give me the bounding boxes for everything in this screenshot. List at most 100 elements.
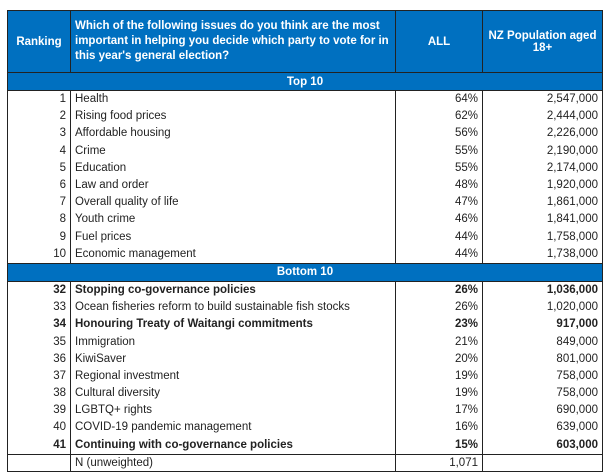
rank-cell: 2 <box>7 108 71 126</box>
table-row: 9 Fuel prices 44% 1,758,000 <box>7 228 603 246</box>
table-row: 1 Health 64% 2,547,000 <box>7 90 603 109</box>
issue-cell: Regional investment <box>70 367 396 385</box>
table-row: 39 LGBTQ+ rights 17% 690,000 <box>7 402 603 420</box>
issue-cell: Law and order <box>70 176 396 195</box>
table-row: 4 Crime 55% 2,190,000 <box>7 142 603 160</box>
issue-cell: Crime <box>70 142 396 160</box>
issue-cell: Overall quality of life <box>70 194 396 212</box>
sample-size-value: 1,071 <box>395 453 483 472</box>
section-header-row: Top 10 <box>7 72 603 91</box>
population-cell: 801,000 <box>482 350 603 368</box>
all-percent-cell: 19% <box>395 385 483 403</box>
all-header: ALL <box>395 10 483 73</box>
issue-cell: Rising food prices <box>70 108 396 126</box>
sample-size-label: N (unweighted) <box>70 453 396 472</box>
issue-cell: Honouring Treaty of Waitangi commitments <box>70 316 396 334</box>
issue-cell: Stopping co-governance policies <box>70 281 396 300</box>
population-cell: 639,000 <box>482 419 603 437</box>
rank-cell: 38 <box>7 385 71 403</box>
rank-cell: 5 <box>7 159 71 177</box>
population-cell: 917,000 <box>482 316 603 334</box>
all-percent-cell: 21% <box>395 333 483 351</box>
rank-cell: 7 <box>7 194 71 212</box>
table-row: 32 Stopping co-governance policies 26% 1,03… <box>7 281 603 300</box>
population-cell: 1,020,000 <box>482 299 603 317</box>
section-title: Bottom 10 <box>7 262 603 282</box>
all-percent-cell: 16% <box>395 419 483 437</box>
all-percent-cell: 26% <box>395 299 483 317</box>
all-percent-cell: 23% <box>395 316 483 334</box>
population-cell: 2,444,000 <box>482 108 603 126</box>
empty-cell <box>482 453 603 472</box>
all-percent-cell: 56% <box>395 125 483 143</box>
rank-cell: 32 <box>7 281 71 300</box>
rank-cell: 10 <box>7 245 71 264</box>
rank-cell: 39 <box>7 402 71 420</box>
rank-cell: 4 <box>7 142 71 160</box>
population-cell: 2,174,000 <box>482 159 603 177</box>
rank-cell: 9 <box>7 228 71 246</box>
all-percent-cell: 55% <box>395 159 483 177</box>
table-row: 7 Overall quality of life 47% 1,861,000 <box>7 194 603 212</box>
issue-cell: KiwiSaver <box>70 350 396 368</box>
issue-cell: Cultural diversity <box>70 385 396 403</box>
rank-cell: 40 <box>7 419 71 437</box>
table-row: 3 Affordable housing 56% 2,226,000 <box>7 125 603 143</box>
issue-cell: Health <box>70 90 396 109</box>
table-row: 40 COVID-19 pandemic management 16% 639,000 <box>7 419 603 437</box>
all-percent-cell: 44% <box>395 228 483 246</box>
all-percent-cell: 62% <box>395 108 483 126</box>
empty-cell <box>7 453 71 472</box>
issue-cell: Continuing with co-governance policies <box>70 436 396 455</box>
issues-table: Ranking Which of the following issues do… <box>7 10 603 472</box>
all-percent-cell: 26% <box>395 281 483 300</box>
issue-cell: Economic management <box>70 245 396 264</box>
population-header: NZ Population aged 18+ <box>482 10 603 73</box>
all-percent-cell: 47% <box>395 194 483 212</box>
rank-cell: 1 <box>7 90 71 109</box>
issue-cell: LGBTQ+ rights <box>70 402 396 420</box>
all-percent-cell: 44% <box>395 245 483 264</box>
ranking-header: Ranking <box>7 10 71 73</box>
population-cell: 849,000 <box>482 333 603 351</box>
table-row: 8 Youth crime 46% 1,841,000 <box>7 211 603 229</box>
table-row: 34 Honouring Treaty of Waitangi commitmen… <box>7 316 603 334</box>
rank-cell: 35 <box>7 333 71 351</box>
all-percent-cell: 64% <box>395 90 483 109</box>
issue-cell: Immigration <box>70 333 396 351</box>
all-percent-cell: 19% <box>395 367 483 385</box>
issue-cell: COVID-19 pandemic management <box>70 419 396 437</box>
population-cell: 1,861,000 <box>482 194 603 212</box>
issue-cell: Education <box>70 159 396 177</box>
all-percent-cell: 17% <box>395 402 483 420</box>
section-title: Top 10 <box>7 72 603 91</box>
rank-cell: 6 <box>7 176 71 195</box>
all-percent-cell: 15% <box>395 436 483 455</box>
all-percent-cell: 48% <box>395 176 483 195</box>
all-percent-cell: 20% <box>395 350 483 368</box>
sample-size-row: N (unweighted) 1,071 <box>7 453 603 472</box>
table-row: 38 Cultural diversity 19% 758,000 <box>7 385 603 403</box>
issue-cell: Youth crime <box>70 211 396 229</box>
table-row: 2 Rising food prices 62% 2,444,000 <box>7 108 603 126</box>
header-row: Ranking Which of the following issues do… <box>7 10 603 73</box>
table-body: Top 10 1 Health 64% 2,547,000 2 Rising food pr… <box>7 72 603 472</box>
issue-cell: Affordable housing <box>70 125 396 143</box>
rank-cell: 34 <box>7 316 71 334</box>
population-cell: 758,000 <box>482 385 603 403</box>
rank-cell: 37 <box>7 367 71 385</box>
population-cell: 2,547,000 <box>482 90 603 109</box>
issue-cell: Fuel prices <box>70 228 396 246</box>
population-cell: 758,000 <box>482 367 603 385</box>
rank-cell: 3 <box>7 125 71 143</box>
rank-cell: 8 <box>7 211 71 229</box>
all-percent-cell: 46% <box>395 211 483 229</box>
population-cell: 1,841,000 <box>482 211 603 229</box>
population-cell: 603,000 <box>482 436 603 455</box>
rank-cell: 36 <box>7 350 71 368</box>
table-row: 5 Education 55% 2,174,000 <box>7 159 603 177</box>
table-row: 6 Law and order 48% 1,920,000 <box>7 176 603 195</box>
population-cell: 1,920,000 <box>482 176 603 195</box>
rank-cell: 33 <box>7 299 71 317</box>
population-cell: 1,758,000 <box>482 228 603 246</box>
